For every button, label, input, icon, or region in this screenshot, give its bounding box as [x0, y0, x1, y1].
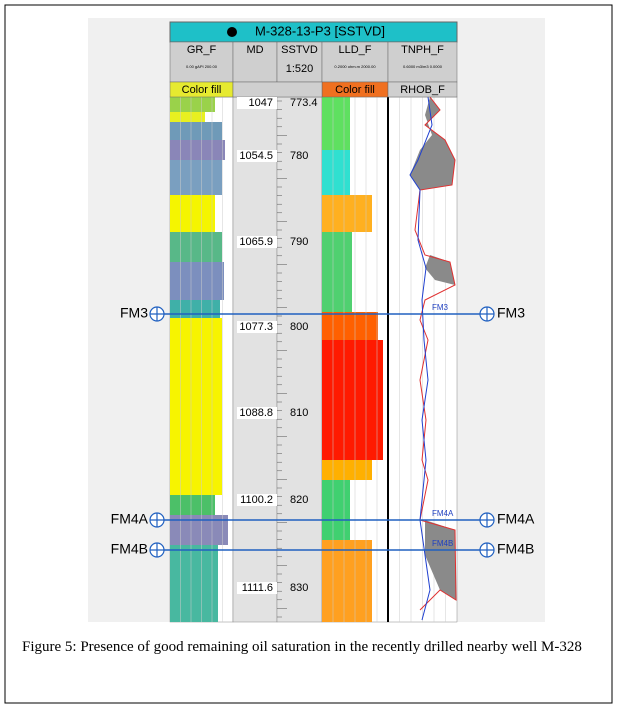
tracks — [169, 96, 458, 623]
sstvd-label: 800 — [290, 321, 308, 333]
lld-fill — [322, 195, 372, 232]
column-header — [387, 41, 458, 83]
lld-fill — [322, 460, 372, 480]
formation-marker-cross — [150, 543, 164, 557]
column-headers: GR_F 0.00 gAPI 200.00 MD SSTVD 1:520 LLD_F 0.2… — [169, 41, 458, 98]
column-name: MD — [246, 44, 263, 56]
formation-label: FM4A — [111, 511, 149, 527]
gr-fill — [170, 112, 205, 122]
formation-label: FM3 — [120, 305, 148, 321]
column-scale: 0.6000 m3/m3 0.0000 — [403, 64, 443, 69]
column-header — [169, 41, 234, 83]
rhob-fill — [425, 520, 456, 600]
formation-marker-cross — [480, 543, 494, 557]
formation-marker-cross — [150, 307, 164, 321]
gr-fill — [170, 495, 215, 515]
md-label: 1065.9 — [239, 236, 273, 248]
rhob-fill — [410, 97, 455, 190]
md-label: 1111.6 — [242, 582, 273, 594]
md-label: 1100.2 — [240, 494, 273, 506]
track — [276, 96, 323, 623]
depth-label-bg — [237, 321, 277, 333]
track — [232, 96, 278, 623]
depth-label-bg — [237, 236, 277, 248]
md-label: 1054.5 — [239, 150, 273, 162]
gr-fill — [170, 195, 215, 232]
lld-fill — [322, 540, 372, 622]
depth-labels: 1047 773.4 1054.5 780 1065.9 790 1077.3 800 1088… — [237, 97, 318, 594]
column-scale: 0.00 gAPI 200.00 — [186, 64, 218, 69]
formation-tag: FM3 — [432, 303, 449, 312]
depth-label-bg — [237, 150, 277, 162]
sstvd-label: 773.4 — [290, 97, 318, 109]
fill-label: Color fill — [182, 84, 222, 96]
sstvd-label: 810 — [290, 407, 308, 419]
column-name: TNPH_F — [401, 44, 444, 56]
column-name: LLD_F — [338, 44, 371, 56]
formation-label: FM4B — [111, 541, 148, 557]
sstvd-label: 780 — [290, 150, 308, 162]
formation-tag: FM4A — [432, 509, 454, 518]
column-name: SSTVD — [281, 44, 318, 56]
gr-fill — [170, 318, 222, 495]
gr-fill — [170, 262, 224, 300]
gr-fill — [170, 300, 220, 318]
gr-fill — [170, 122, 222, 140]
sstvd-label: 820 — [290, 494, 308, 506]
lld-fill — [322, 312, 378, 340]
well-icon — [227, 27, 237, 37]
formation-marker-cross — [150, 513, 164, 527]
column-scale: 1:520 — [286, 63, 314, 75]
column-name: GR_F — [187, 44, 217, 56]
caption: Figure 5: Presence of good remaining oil… — [22, 639, 582, 655]
lld-fill — [322, 97, 350, 150]
gr-fill — [170, 232, 222, 262]
formation-label: FM3 — [497, 305, 525, 321]
fill-header — [387, 81, 458, 98]
gr-fill — [170, 140, 225, 160]
formation-marker-cross — [480, 513, 494, 527]
formation-label: FM4A — [497, 511, 535, 527]
fill-header — [232, 81, 323, 98]
rhob-curve — [414, 96, 457, 611]
formation-tag: FM4B — [432, 539, 453, 548]
depth-label-bg — [237, 407, 277, 419]
column-header — [276, 41, 323, 83]
lld-fill — [322, 150, 350, 195]
formation-marker-cross — [480, 307, 494, 321]
lld-fill — [322, 480, 350, 540]
lld-fill — [322, 340, 383, 460]
column-header — [232, 41, 278, 83]
gr-fill — [170, 160, 222, 195]
tnph-curve — [409, 96, 433, 621]
column-header — [321, 41, 389, 83]
sstvd-label: 830 — [290, 582, 308, 594]
fill-label: RHOB_F — [400, 84, 445, 96]
depth-label-bg — [237, 582, 277, 594]
md-label: 1077.3 — [239, 321, 273, 333]
gr-fill — [170, 97, 215, 112]
md-label: 1047 — [249, 97, 273, 109]
gr-fill — [170, 545, 218, 622]
fill-label: Color fill — [335, 84, 375, 96]
formations: FM3 FM3 FM3 FM4A FM4A FM4A FM4B FM4B FM4B — [111, 303, 535, 558]
column-scale: 0.2000 ohm.m 2000.00 — [334, 64, 376, 69]
well-title: M-328-13-P3 [SSTVD] — [255, 23, 385, 38]
formation-label: FM4B — [497, 541, 534, 557]
depth-label-bg — [237, 494, 277, 506]
depth-label-bg — [237, 97, 277, 109]
sstvd-label: 790 — [290, 236, 308, 248]
md-label: 1088.8 — [239, 407, 273, 419]
rhob-fill — [425, 255, 455, 285]
lld-fill — [322, 232, 352, 312]
